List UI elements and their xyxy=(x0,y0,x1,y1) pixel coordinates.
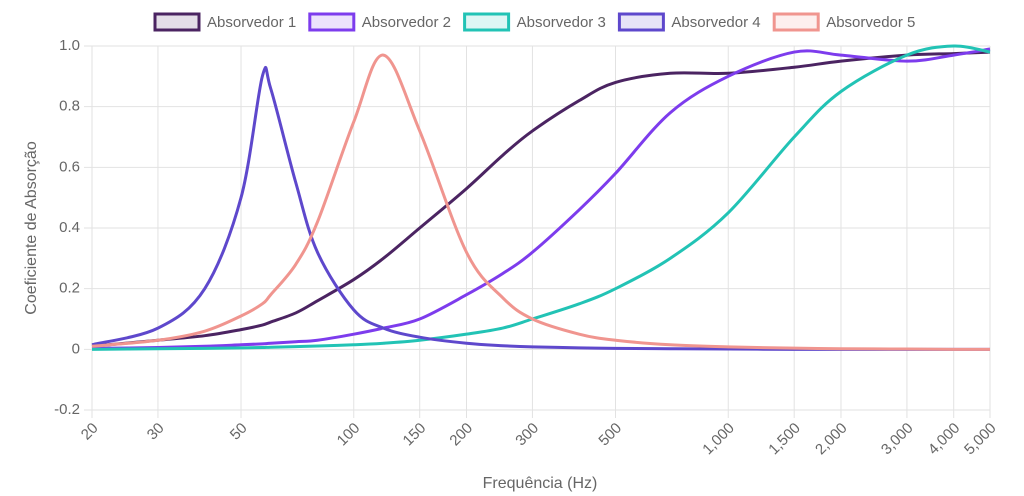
data-line xyxy=(91,50,991,348)
x-tick-label: 2,000 xyxy=(812,420,851,459)
x-tick-label: 300 xyxy=(512,420,542,450)
y-tick-label: 0.6 xyxy=(59,158,80,175)
x-axis-title: Frequência (Hz) xyxy=(483,475,598,492)
legend-label: Absorvedor 5 xyxy=(826,14,915,31)
legend-label: Absorvedor 4 xyxy=(671,14,760,31)
y-tick-label: 1.0 xyxy=(59,37,80,54)
x-tick-label: 3,000 xyxy=(878,420,917,459)
x-tick-label: 500 xyxy=(595,420,625,450)
y-tick-label: 0 xyxy=(72,340,80,357)
y-tick-label: 0.8 xyxy=(59,98,80,115)
data-line xyxy=(91,44,991,351)
x-tick-label: 20 xyxy=(78,420,102,444)
legend-item: Absorvedor 1 xyxy=(153,12,296,32)
legend-label: Absorvedor 3 xyxy=(517,14,606,31)
y-tick-label: 0.2 xyxy=(59,280,80,297)
x-tick-label: 1,500 xyxy=(765,420,804,459)
legend-label: Absorvedor 1 xyxy=(207,14,296,31)
x-tick-label: 1,000 xyxy=(699,420,738,459)
legend-item: Absorvedor 2 xyxy=(308,12,451,32)
x-tick-label: 200 xyxy=(446,420,476,450)
data-line xyxy=(91,66,990,351)
legend-swatch xyxy=(308,12,356,32)
legend-swatch xyxy=(772,12,820,32)
x-tick-label: 100 xyxy=(334,420,364,450)
x-tick-label: 150 xyxy=(400,420,430,450)
legend-item: Absorvedor 4 xyxy=(617,12,761,32)
x-tick-label: 5,000 xyxy=(961,420,1000,459)
y-tick-label: 0.4 xyxy=(59,219,80,236)
legend-label: Absorvedor 2 xyxy=(362,14,451,31)
x-tick-label: 30 xyxy=(144,420,168,444)
legend-swatch xyxy=(463,12,511,32)
y-axis-title: Coeficiente de Absorção xyxy=(23,141,40,315)
data-line xyxy=(91,47,991,350)
legend-item: Absorvedor 3 xyxy=(463,12,606,32)
legend-swatch xyxy=(617,12,665,32)
x-tick-label: 50 xyxy=(227,420,251,444)
data-line xyxy=(91,53,991,351)
y-tick-label: -0.2 xyxy=(54,401,80,418)
legend-item: Absorvedor 5 xyxy=(772,12,915,32)
x-tick-label: 4,000 xyxy=(925,420,964,459)
legend-swatch xyxy=(153,12,201,32)
